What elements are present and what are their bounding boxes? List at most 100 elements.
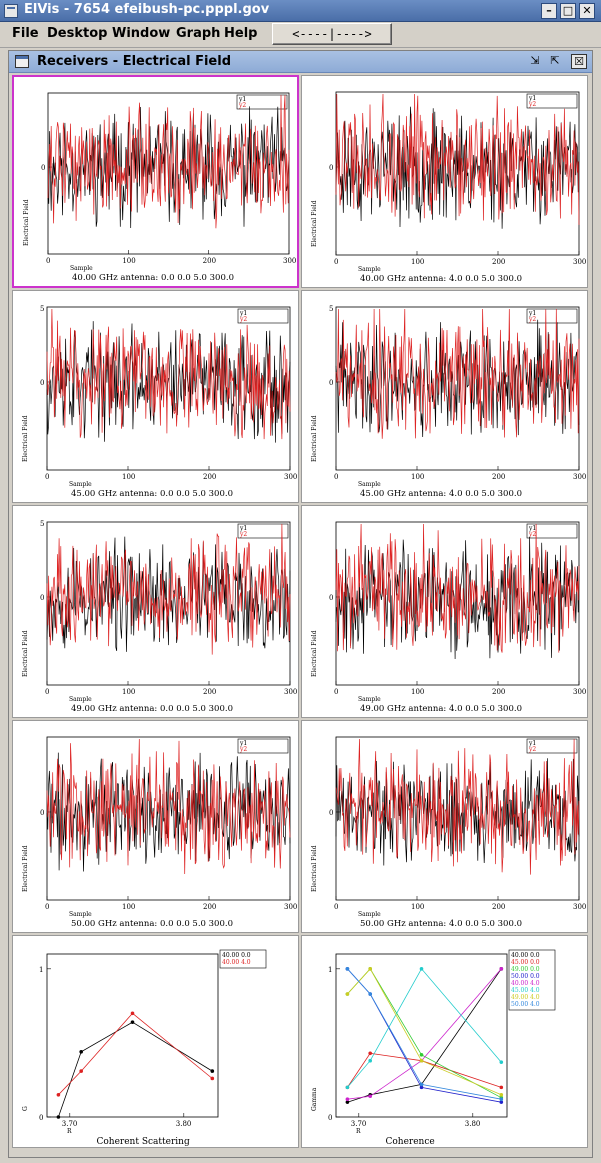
x-tick-label: 300 — [284, 473, 297, 481]
slider-arrow-button[interactable]: <----|----> — [272, 23, 392, 45]
signal-plot-panel[interactable]: y1 y2 0 5 Electrical Field 0 100 200 300 Sample 45… — [301, 290, 588, 503]
data-point — [499, 1097, 504, 1102]
app-titlebar[interactable]: ElVis - 7654 efeibush-pc.pppl.gov – □ ✕ — [0, 0, 601, 22]
maximize-button[interactable]: □ — [560, 3, 576, 19]
data-point — [368, 1094, 372, 1099]
panel-caption: 50.00 GHz antenna: 0.0 0.0 5.0 300.0 — [71, 919, 233, 929]
x-axis-label: R — [356, 1128, 361, 1135]
y-tick-label: 5 — [40, 305, 44, 313]
signal-plot-panel[interactable]: y1 y2 0 Electrical Field 0 100 200 300 Sample 50.… — [12, 720, 299, 933]
minimize-button[interactable]: – — [541, 3, 557, 19]
panel-caption: 45.00 GHz antenna: 4.0 0.0 5.0 300.0 — [360, 489, 522, 499]
y-tick-label: 0 — [329, 164, 333, 172]
data-point — [210, 1076, 215, 1081]
data-point — [419, 1058, 424, 1063]
signal-plot-panel[interactable]: y1 y2 0 Electrical Field 0 100 200 300 Sample 49.… — [301, 505, 588, 718]
restore-icon[interactable]: ⇲ — [530, 54, 540, 67]
x-tick-label: 100 — [411, 258, 424, 266]
inner-maximize-icon[interactable]: ⇱ — [550, 54, 560, 67]
data-point — [345, 992, 350, 996]
x-tick-label: 0 — [46, 257, 50, 265]
legend-entry: y2 — [239, 316, 247, 323]
y-axis-label: G — [22, 1106, 29, 1111]
x-tick-label: 0 — [45, 903, 49, 911]
y-axis-label: Electrical Field — [311, 200, 318, 247]
y-tick-label: 0 — [329, 379, 333, 387]
x-axis-label: Sample — [358, 481, 381, 488]
inner-close-button[interactable]: ☒ — [571, 54, 587, 69]
x-tick-label: 200 — [203, 257, 216, 265]
app-window-icon[interactable] — [4, 4, 18, 18]
legend-entry: y1 — [238, 96, 246, 103]
y-tick-label: 0 — [40, 809, 44, 817]
data-point — [79, 1050, 83, 1054]
y-axis-label: Electrical Field — [22, 415, 29, 462]
signal-plot-panel[interactable]: y1 y2 0 Electrical Field 0 100 200 300 Sample 50.… — [301, 720, 588, 933]
signal-plot-panel[interactable]: y1 y2 0 5 Electrical Field 0 100 200 300 Sample 45… — [12, 290, 299, 503]
legend-entry: 40.00 0.0 — [511, 952, 540, 959]
x-tick-label: 200 — [492, 473, 505, 481]
signal-series-y2 — [47, 94, 290, 229]
summary-plot-panel[interactable]: 0 1 3.70 3.80 R Gamma Coherence 40.00 0.0 45.00 … — [301, 935, 588, 1148]
series-line — [347, 968, 502, 1096]
legend-entry: y1 — [528, 525, 536, 532]
x-tick-label: 0 — [334, 473, 338, 481]
data-point — [499, 1092, 504, 1097]
x-tick-label: 200 — [203, 903, 216, 911]
legend-entry: y2 — [528, 746, 536, 753]
legend-entry: 45.00 0.0 — [511, 959, 540, 966]
close-button[interactable]: ✕ — [579, 3, 595, 19]
signal-plot-panel[interactable]: y1 y2 0 Electrical Field 0 100 200 300 Sample 40.… — [12, 75, 299, 288]
data-point — [368, 967, 372, 971]
summary-plot-panel[interactable]: 0 1 3.70 3.80 R G Coherent Scattering 40.00 0.0… — [12, 935, 299, 1148]
summary-plot-svg: 0 1 3.70 3.80 R G Coherent Scattering 40.00 0.0… — [22, 949, 267, 1147]
panel-caption: 40.00 GHz antenna: 0.0 0.0 5.0 300.0 — [72, 273, 234, 283]
menu-help[interactable]: Help — [224, 26, 258, 41]
y-tick-label: 1 — [328, 966, 332, 974]
x-tick-label: 100 — [122, 257, 135, 265]
y-tick-label: 1 — [39, 966, 43, 974]
x-tick-label: 0 — [45, 688, 49, 696]
data-point — [345, 967, 350, 971]
legend-entry: y1 — [239, 310, 247, 317]
data-point — [130, 1011, 135, 1016]
menu-graph[interactable]: Graph — [176, 26, 221, 41]
legend-entry: y1 — [528, 740, 536, 747]
legend-entry: y2 — [528, 316, 536, 323]
data-point — [419, 1085, 424, 1090]
data-point — [210, 1069, 215, 1073]
y-tick-label: 5 — [40, 520, 44, 528]
data-point — [368, 992, 372, 996]
x-tick-label: 300 — [573, 688, 586, 696]
menu-file[interactable]: File — [12, 26, 39, 41]
plot-axes-frame — [335, 521, 580, 686]
panel-caption: 49.00 GHz antenna: 0.0 0.0 5.0 300.0 — [71, 704, 233, 714]
data-point — [419, 1082, 424, 1087]
x-tick-label: 100 — [122, 473, 135, 481]
series-line — [347, 968, 502, 1100]
menu-window[interactable]: Window — [112, 26, 171, 41]
y-axis-label: Electrical Field — [23, 199, 30, 246]
x-tick-label: 0 — [334, 688, 338, 696]
data-point — [499, 1060, 504, 1064]
x-tick-label: 300 — [573, 473, 586, 481]
signal-plot-panel[interactable]: y1 y2 0 Electrical Field 0 100 200 300 Sample 40.… — [301, 75, 588, 288]
inner-window-icon[interactable] — [15, 55, 29, 68]
x-tick-label: 200 — [492, 903, 505, 911]
x-tick-label: 200 — [492, 688, 505, 696]
inner-window-titlebar[interactable]: Receivers - Electrical Field ⇲ ⇱ ☒ — [9, 51, 592, 73]
series-line — [58, 1012, 213, 1096]
series-line — [58, 1021, 213, 1118]
signal-plot-panel[interactable]: y1 y2 0 5 Electrical Field 0 100 200 300 Sample 49… — [12, 505, 299, 718]
legend-entry: 40.00 4.0 — [222, 959, 251, 966]
x-axis-label: Sample — [358, 696, 381, 703]
data-point — [419, 967, 424, 971]
menu-desktop[interactable]: Desktop — [47, 26, 108, 41]
